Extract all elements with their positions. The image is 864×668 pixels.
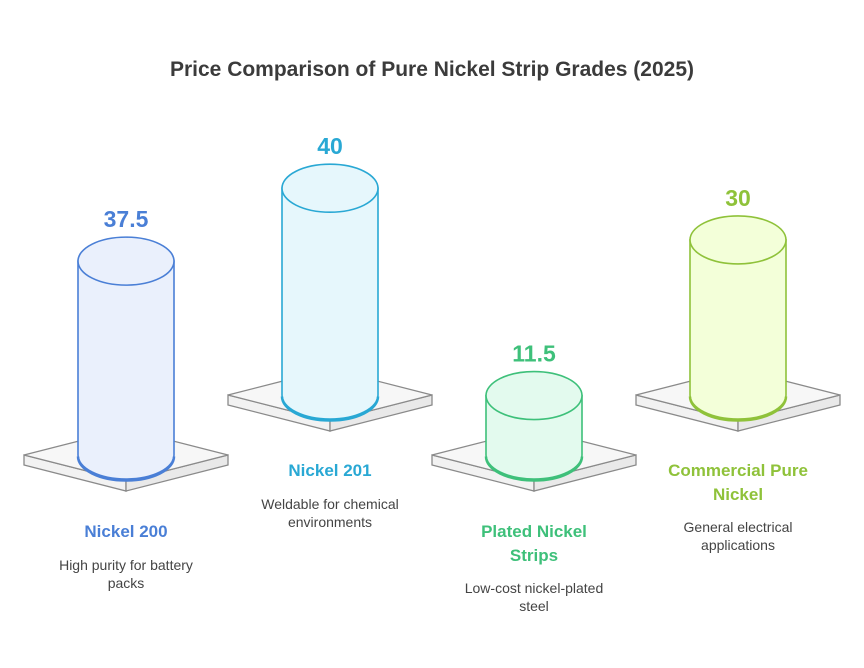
chart-title: Price Comparison of Pure Nickel Strip Gr… [170, 58, 694, 81]
category-label: Commercial Pure [668, 461, 808, 480]
data-label: 30 [725, 185, 751, 211]
bar-top-cap [689, 215, 787, 265]
bar-bottom-rim [484, 456, 584, 482]
data-label: 37.5 [104, 206, 149, 232]
category-description: packs [108, 575, 145, 591]
bar-group: 37.5 Nickel 200 High purity for battery pac… [23, 206, 229, 591]
bar-top-cap [485, 370, 583, 421]
category-label: Nickel 201 [288, 461, 371, 480]
category-description: environments [288, 514, 372, 530]
bars-layer: 37.5 Nickel 200 High purity for battery pac… [23, 133, 841, 614]
category-label: Strips [510, 546, 558, 565]
bar [281, 187, 379, 420]
data-label: 11.5 [512, 341, 556, 367]
bar-bottom-rim [280, 396, 380, 422]
data-label: 40 [317, 133, 343, 159]
bar [689, 239, 787, 420]
category-description: applications [701, 537, 775, 553]
bar-group: 11.5 Plated Nickel Strips Low-cost nickel-p… [431, 341, 637, 614]
category-description: High purity for battery [59, 557, 193, 573]
bar-top-cap [281, 163, 379, 213]
bar-bottom-rim [688, 396, 788, 422]
category-label: Nickel 200 [84, 522, 167, 541]
category-description: General electrical [684, 519, 793, 535]
bar-bottom-rim [76, 456, 176, 482]
category-description: steel [519, 598, 549, 614]
category-description: Low-cost nickel-plated [465, 580, 604, 596]
bar-group: 40 Nickel 201 Weldable for chemical environ… [227, 133, 433, 530]
category-label: Nickel [713, 485, 763, 504]
category-description: Weldable for chemical [261, 496, 398, 512]
category-label: Plated Nickel [481, 522, 587, 541]
bar-group: 30 Commercial Pure Nickel General electrica… [635, 185, 841, 553]
bar-top-cap [77, 236, 175, 286]
bar [77, 260, 175, 480]
